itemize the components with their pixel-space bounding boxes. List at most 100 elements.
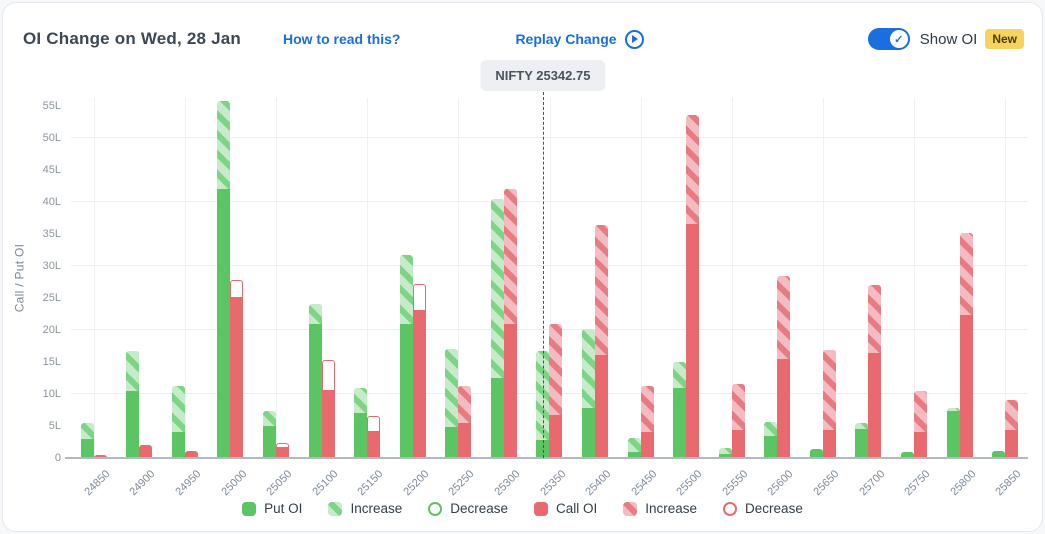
put-oi-segment: [354, 413, 368, 458]
x-tick-label: 25350: [537, 468, 568, 499]
put-oi-increase-segment: [946, 408, 960, 411]
put-bar[interactable]: [263, 410, 277, 458]
put-bar[interactable]: [308, 304, 322, 458]
put-oi-segment: [217, 189, 231, 458]
strike-group: [755, 98, 801, 458]
show-oi-toggle[interactable]: ✓: [867, 28, 910, 50]
vertical-gridline: [549, 98, 551, 458]
call-oi-decrease-segment: [321, 360, 335, 391]
call-bar[interactable]: [731, 383, 745, 458]
put-oi-segment: [126, 390, 140, 458]
put-bar[interactable]: [627, 437, 641, 458]
y-tick-label: 10L: [42, 388, 61, 400]
call-bar[interactable]: [93, 455, 107, 458]
x-tick-label: 25750: [902, 468, 933, 499]
put-bar[interactable]: [673, 362, 687, 458]
x-tick-label: 25300: [492, 468, 523, 499]
call-bar[interactable]: [276, 442, 290, 458]
put-bar[interactable]: [764, 422, 778, 458]
call-bar[interactable]: [959, 232, 973, 458]
strike-group: [481, 98, 527, 458]
call-bar[interactable]: [458, 386, 472, 458]
call-oi-segment: [731, 430, 745, 458]
call-bar[interactable]: [822, 350, 836, 458]
call-oi-decrease-segment: [412, 283, 426, 311]
x-tick-label: 25650: [811, 468, 842, 499]
call-oi-increase-segment: [822, 350, 836, 430]
call-bar[interactable]: [184, 450, 198, 458]
legend-put-solid-icon: [242, 501, 257, 516]
play-triangle-icon: [632, 35, 639, 43]
y-tick-label: 40L: [42, 196, 61, 208]
put-oi-increase-segment: [673, 362, 687, 388]
call-bar[interactable]: [230, 280, 244, 458]
put-oi-increase-segment: [263, 410, 277, 426]
legend-item-put-dec[interactable]: Decrease: [428, 501, 508, 516]
call-bar[interactable]: [777, 276, 791, 458]
strike-group: [709, 98, 755, 458]
call-bar[interactable]: [686, 114, 700, 458]
call-bar[interactable]: [1005, 400, 1019, 458]
put-bar[interactable]: [171, 386, 185, 458]
call-oi-segment: [458, 422, 472, 458]
legend-item-call-dec[interactable]: Decrease: [723, 501, 803, 516]
chart-legend: Put OI Increase Decrease Call OI Increase Dec…: [3, 501, 1042, 516]
strike-group: [800, 98, 846, 458]
call-bar[interactable]: [914, 391, 928, 458]
legend-item-put-inc[interactable]: Increase: [328, 501, 402, 516]
y-tick-label: 55L: [42, 100, 61, 112]
call-bar[interactable]: [549, 323, 563, 458]
call-bar[interactable]: [139, 445, 153, 458]
call-bar[interactable]: [595, 225, 609, 458]
call-oi-segment: [184, 450, 198, 458]
call-oi-increase-segment: [458, 386, 472, 423]
legend-item-call-solid[interactable]: Call OI: [534, 501, 597, 516]
call-oi-segment: [777, 359, 791, 458]
put-bar[interactable]: [718, 448, 732, 458]
put-bar[interactable]: [399, 254, 413, 458]
put-bar[interactable]: [126, 350, 140, 458]
call-oi-increase-segment: [503, 189, 517, 324]
put-bar[interactable]: [855, 423, 869, 458]
replay-play-icon[interactable]: [624, 29, 644, 49]
call-bar[interactable]: [321, 360, 335, 458]
put-bar[interactable]: [217, 100, 231, 458]
put-bar[interactable]: [582, 328, 596, 458]
legend-call-dec-icon: [723, 501, 738, 516]
how-to-read-link[interactable]: How to read this?: [282, 31, 401, 47]
put-bar[interactable]: [354, 387, 368, 458]
strike-group: [527, 98, 573, 458]
x-tick-label: 24900: [127, 468, 158, 499]
y-tick-label: 45L: [42, 164, 61, 176]
put-bar[interactable]: [946, 408, 960, 458]
call-bar[interactable]: [367, 416, 381, 458]
call-bar[interactable]: [640, 385, 654, 458]
put-bar[interactable]: [809, 449, 823, 458]
page-title: OI Change on Wed, 28 Jan: [23, 29, 241, 48]
legend-item-put-solid[interactable]: Put OI: [242, 501, 302, 516]
put-oi-segment: [490, 378, 504, 458]
put-oi-segment: [263, 426, 277, 458]
call-bar[interactable]: [503, 189, 517, 458]
put-oi-increase-segment: [399, 254, 413, 324]
replay-change-link[interactable]: Replay Change: [515, 31, 617, 47]
put-oi-increase-segment: [445, 349, 459, 428]
call-bar[interactable]: [412, 283, 426, 458]
y-tick-label: 25L: [42, 292, 61, 304]
legend-item-call-inc[interactable]: Increase: [623, 501, 697, 516]
put-bar[interactable]: [445, 349, 459, 458]
legend-label: Increase: [350, 501, 403, 516]
x-tick-label: 25100: [310, 468, 341, 499]
put-bar[interactable]: [80, 422, 94, 458]
put-bar[interactable]: [490, 198, 504, 458]
put-oi-increase-segment: [764, 422, 778, 436]
legend-label: Increase: [645, 501, 698, 516]
put-bar[interactable]: [901, 452, 915, 458]
put-bar[interactable]: [992, 450, 1006, 458]
put-oi-segment: [718, 454, 732, 458]
call-bar[interactable]: [868, 284, 882, 458]
y-tick-label: 50L: [42, 132, 61, 144]
x-tick-label: 25450: [629, 468, 660, 499]
put-oi-increase-segment: [855, 423, 869, 429]
put-oi-increase-segment: [171, 386, 185, 433]
